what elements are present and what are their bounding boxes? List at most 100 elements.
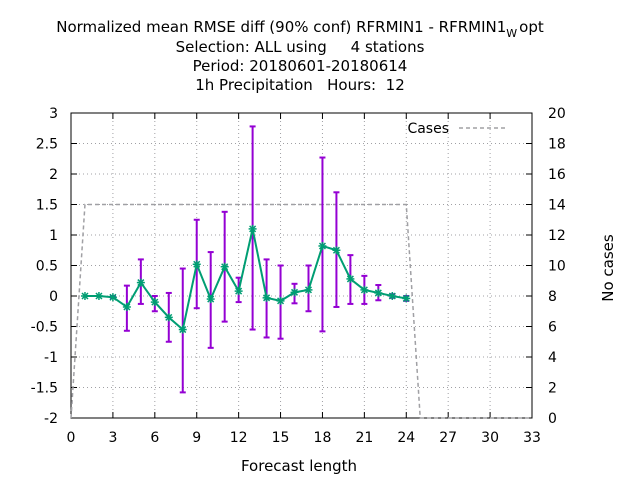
x-tick-label: 33: [523, 430, 541, 446]
y2-tick-label: 2: [548, 381, 557, 397]
data-point: [150, 298, 159, 307]
y-tick-label: 0.5: [36, 259, 58, 275]
marker-d2: [95, 292, 103, 300]
data-point: [332, 246, 341, 255]
x-tick-label: 24: [397, 430, 415, 446]
data-point: [94, 292, 103, 300]
title-suffix: opt: [519, 18, 544, 36]
y-tick-label: 2.5: [36, 137, 58, 153]
data-point: [220, 262, 229, 271]
y2-axis-label: No cases: [599, 234, 617, 302]
data-point: [374, 288, 383, 297]
data-point: [234, 287, 243, 296]
x-tick-label: 12: [230, 430, 248, 446]
marker-d2: [235, 287, 243, 295]
x-tick-label: 15: [272, 430, 290, 446]
marker-d2: [207, 295, 215, 303]
y-tick-label: -1: [44, 350, 58, 366]
x-tick-label: 3: [108, 430, 117, 446]
marker-d2: [346, 275, 354, 283]
title-line-1: Normalized mean RMSE diff (90% conf) RFR…: [56, 18, 544, 40]
y2-tick-label: 16: [548, 167, 566, 183]
x-tick-label: 6: [150, 430, 159, 446]
marker-d2: [360, 286, 368, 294]
y2-tick-label: 6: [548, 320, 557, 336]
data-point: [108, 293, 117, 302]
marker-d2: [123, 303, 131, 311]
y-tick-label: -2: [44, 411, 58, 427]
y-tick-label: 3: [49, 106, 58, 122]
chart-title: Normalized mean RMSE diff (90% conf) RFR…: [56, 18, 544, 94]
legend: Cases: [407, 121, 507, 137]
data-point: [346, 274, 355, 283]
y-tick-label: 1: [49, 228, 58, 244]
data-point: [304, 285, 313, 294]
marker-d2: [304, 286, 313, 294]
data-point: [206, 295, 215, 304]
rmse-series: [80, 224, 411, 334]
title-line-2: Selection: ALL using 4 stations: [176, 38, 425, 56]
data-point: [164, 313, 173, 322]
y2-tick-label: 20: [548, 106, 566, 122]
marker-d2: [318, 242, 326, 250]
data-point: [318, 241, 327, 250]
data-point: [136, 278, 145, 287]
title-line-4: 1h Precipitation Hours: 12: [195, 76, 405, 94]
marker-d2: [277, 297, 285, 305]
data-point: [80, 292, 89, 300]
marker-d2: [137, 279, 145, 287]
marker-d2: [249, 225, 257, 233]
cases-line: [70, 203, 532, 419]
data-point: [402, 294, 411, 303]
marker-d2: [165, 313, 173, 321]
title-main-text: Normalized mean RMSE diff (90% conf) RFR…: [56, 18, 506, 36]
marker-d2: [179, 326, 187, 334]
marker-d2: [193, 260, 201, 268]
x-tick-label: 0: [67, 430, 76, 446]
rmse-line: [84, 228, 407, 332]
x-tick-label: 9: [192, 430, 201, 446]
y2-tick-label: 12: [548, 228, 566, 244]
y2-tick-label: 0: [548, 411, 557, 427]
x-tick-label: 30: [481, 430, 499, 446]
marker-d2: [151, 298, 159, 306]
y-tick-label: 0: [49, 289, 58, 305]
data-point: [290, 288, 299, 297]
data-point: [360, 285, 369, 294]
x-axis-label: Forecast length: [241, 457, 357, 475]
marker-d2: [332, 246, 340, 254]
y2-tick-label: 4: [548, 350, 557, 366]
data-point: [388, 292, 397, 300]
data-point: [248, 224, 257, 233]
marker-d2: [221, 263, 229, 271]
x-tick-label: 18: [314, 430, 332, 446]
x-tick-label: 21: [355, 430, 373, 446]
y2-tick-label: 14: [548, 198, 566, 214]
axes: 0 3 6 9 12 15 18 21 24 27 30 33-2-1.5-1-0.500.511.5…: [31, 106, 566, 446]
title-line-3: Period: 20180601-20180614: [193, 57, 408, 75]
marker-d2: [109, 293, 117, 301]
y2-tick-label: 8: [548, 289, 557, 305]
y2-tick-label: 10: [548, 259, 566, 275]
x-tick-label: 27: [439, 430, 457, 446]
y-tick-label: 1.5: [36, 198, 58, 214]
y-tick-label: 2: [49, 167, 58, 183]
marker-d2: [402, 294, 410, 302]
marker-d2: [81, 292, 89, 300]
data-point: [276, 296, 285, 305]
data-point: [178, 325, 187, 334]
cases-series: [70, 203, 532, 419]
marker-d2: [290, 288, 299, 296]
data-point: [122, 302, 131, 311]
legend-label-cases: Cases: [407, 121, 449, 137]
marker-d2: [263, 294, 271, 302]
marker-d2: [374, 289, 382, 297]
data-point: [192, 260, 201, 269]
y2-tick-label: 18: [548, 137, 566, 153]
y-tick-label: -0.5: [31, 320, 58, 336]
marker-d2: [388, 292, 396, 300]
y-tick-label: -1.5: [31, 381, 58, 397]
grid: [71, 113, 532, 418]
